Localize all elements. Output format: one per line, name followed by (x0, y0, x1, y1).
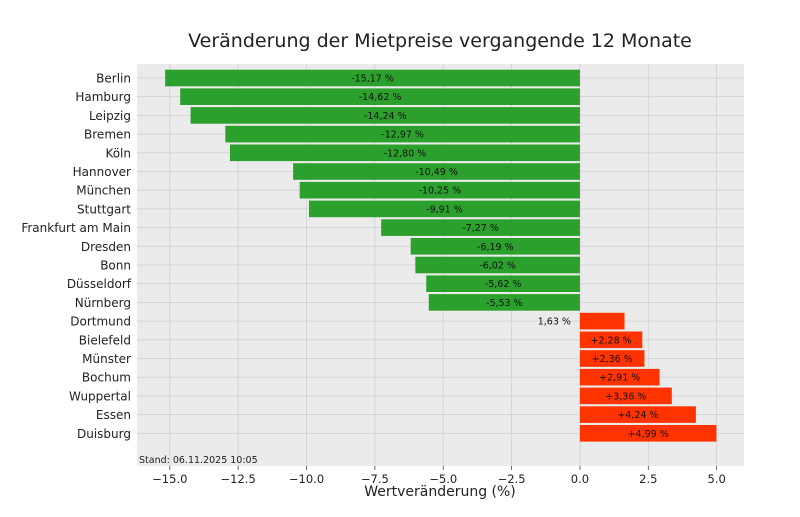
data-label: -12,97 % (381, 130, 424, 141)
data-label: -5,62 % (485, 279, 522, 290)
category-label: Hannover (73, 165, 131, 179)
bar (229, 144, 580, 162)
timestamp-footnote: Stand: 06.11.2025 10:05 (139, 455, 258, 466)
category-label: Leipzig (89, 109, 131, 123)
x-tick-label: −7.5 (361, 472, 389, 486)
x-axis-ticks: −15.0 −12.5 −10.0 −7.5 −5.0 −2.5 0.0 2.5 5.0 (152, 466, 726, 486)
x-tick-label: −10.0 (289, 472, 324, 486)
category-label: Essen (96, 408, 131, 422)
data-label: -15,17 % (351, 74, 394, 85)
bar (579, 350, 645, 367)
category-label: Wuppertal (69, 389, 131, 403)
data-label: +2,28 % (591, 335, 632, 346)
x-tick-label: 5.0 (708, 472, 726, 486)
x-tick-label: −12.5 (221, 472, 256, 486)
data-label: +3,36 % (605, 391, 646, 402)
bar (426, 275, 580, 292)
category-label: Stuttgart (77, 202, 131, 216)
category-label: Bonn (100, 259, 131, 273)
category-label: Dresden (81, 240, 131, 254)
bar (308, 200, 580, 218)
category-label: Köln (105, 146, 131, 160)
bar (225, 125, 580, 143)
category-label: Bremen (84, 128, 131, 142)
category-labels: Berlin Hamburg Leipzig Bremen Köln Hannover Mü… (21, 72, 131, 441)
data-label: -7,27 % (462, 223, 499, 234)
x-axis-label: Wertveränderung (%) (364, 484, 516, 500)
category-label: Duisburg (77, 427, 131, 441)
bar (579, 368, 660, 386)
bar (428, 294, 580, 311)
bars (165, 69, 717, 442)
data-label: -10,25 % (418, 186, 461, 197)
data-label: 1,63 % (538, 317, 571, 328)
bar (180, 88, 580, 105)
bar (579, 331, 643, 349)
category-label: Hamburg (75, 90, 131, 104)
data-label: -12,80 % (384, 148, 427, 159)
category-label: München (76, 184, 131, 198)
data-label: +4,24 % (617, 410, 658, 421)
data-label: -9,91 % (426, 204, 463, 215)
data-label: -10,49 % (415, 167, 458, 178)
bar (381, 219, 580, 236)
bar (299, 181, 580, 199)
category-label: Berlin (96, 72, 131, 86)
bar (579, 406, 696, 423)
category-label: Frankfurt am Main (21, 221, 131, 235)
category-label: Nürnberg (75, 296, 131, 310)
data-label: +4,99 % (628, 429, 669, 440)
category-label: Dortmund (70, 315, 131, 329)
x-tick-label: 2.5 (639, 472, 657, 486)
data-labels: -15,17 % -14,62 % -14,24 % -12,97 % -12,80 %… (351, 74, 669, 440)
category-label: Düsseldorf (67, 277, 132, 291)
data-label: +2,36 % (592, 354, 633, 365)
bar (415, 256, 580, 274)
bar (410, 238, 580, 255)
category-label: Münster (82, 352, 131, 366)
data-label: -5,53 % (486, 298, 523, 309)
chart-title: Veränderung der Mietpreise vergangende 1… (188, 30, 692, 52)
x-tick-label: −15.0 (152, 472, 187, 486)
bar (579, 387, 672, 405)
bar (579, 312, 625, 330)
x-tick-label: −2.5 (498, 472, 526, 486)
category-label: Bochum (82, 371, 131, 385)
data-label: -6,02 % (479, 261, 516, 272)
bar (190, 107, 580, 124)
x-tick-label: −5.0 (429, 472, 457, 486)
data-label: +2,91 % (599, 373, 640, 384)
data-label: -6,19 % (477, 242, 514, 253)
bar (165, 69, 580, 87)
data-label: -14,62 % (359, 92, 402, 103)
data-label: -14,24 % (364, 111, 407, 122)
bar (579, 425, 717, 442)
bar (293, 163, 580, 180)
x-tick-label: 0.0 (571, 472, 589, 486)
category-label: Bielefeld (79, 333, 131, 347)
